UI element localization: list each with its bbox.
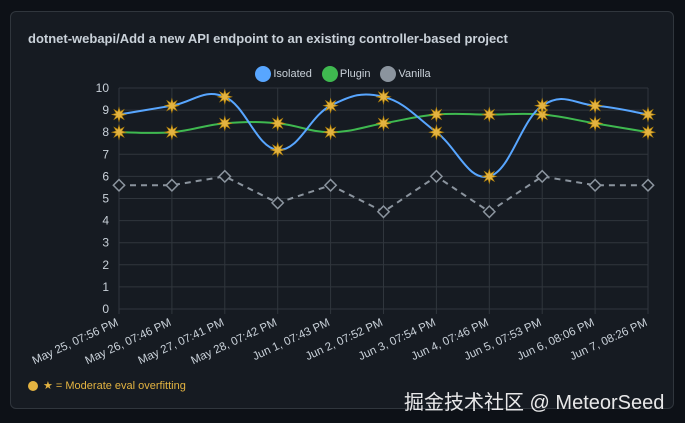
overfit-star-plugin [163,124,181,141]
overfit-star-isolated [534,97,551,114]
overfit-star-plugin [639,124,657,141]
overfit-star-plugin [428,106,445,123]
overfit-star-isolated [322,97,339,114]
data-point-vanilla [588,178,602,192]
watermark: 掘金技术社区 @ MeteorSeed [404,392,665,414]
y-tick-label: 3 [102,236,109,250]
data-point-vanilla [165,178,179,192]
note-dot-icon [28,380,38,391]
legend-item-isolated[interactable]: Isolated [255,66,312,82]
data-point-vanilla [270,196,285,210]
chart-legend: Isolated Plugin Vanilla [11,66,675,82]
overfit-star-plugin [216,115,233,132]
data-point-vanilla [429,169,444,184]
data-point-vanilla [218,169,232,184]
overfit-star-plugin [322,124,339,141]
overfitting-note: ★ = Moderate eval overfitting [28,379,186,392]
y-tick-label: 6 [102,169,109,183]
overfit-star-isolated [269,141,286,159]
overfit-star-plugin [110,124,128,141]
overfit-star-isolated [163,97,181,114]
y-tick-label: 8 [102,125,109,139]
data-point-vanilla [641,178,655,192]
legend-label-plugin: Plugin [339,68,371,80]
overfit-star-plugin [481,106,498,123]
data-point-vanilla [112,178,126,192]
legend-swatch-vanilla [380,66,397,82]
overfit-star-isolated [110,106,128,123]
overfit-star-isolated [216,88,233,105]
legend-label-isolated: Isolated [273,68,312,80]
chart-title: dotnet-webapi/Add a new API endpoint to … [28,31,508,46]
data-point-vanilla [535,169,549,184]
overfit-star-isolated [481,168,498,185]
y-tick-label: 4 [102,214,109,228]
legend-swatch-isolated [255,66,272,82]
legend-item-vanilla[interactable]: Vanilla [380,66,431,82]
overfit-star-isolated [428,124,445,141]
overfit-star-plugin [534,106,551,123]
overfit-star-plugin [375,115,392,132]
overfitting-note-text: ★ = Moderate eval overfitting [43,380,186,392]
legend-item-plugin[interactable]: Plugin [321,66,371,82]
y-tick-label: 5 [102,192,109,206]
overfit-star-plugin [586,115,604,132]
overfit-star-isolated [375,88,392,105]
x-tick-label: May 25, 07:56 PM [31,317,121,367]
y-tick-label: 2 [102,258,109,272]
chart-card: dotnet-webapi/Add a new API endpoint to … [10,11,674,409]
overfit-star-isolated [639,106,657,123]
data-point-vanilla [376,205,391,219]
data-point-vanilla [482,205,497,219]
overfit-star-isolated [586,97,604,114]
y-tick-label: 7 [102,147,109,161]
data-point-vanilla [323,178,338,192]
y-tick-label: 10 [96,81,110,95]
overfit-star-plugin [269,115,286,132]
y-tick-label: 1 [102,280,109,294]
legend-label-vanilla: Vanilla [398,68,431,80]
y-tick-label: 0 [102,302,109,316]
y-tick-label: 9 [102,103,109,117]
legend-swatch-plugin [321,66,338,82]
